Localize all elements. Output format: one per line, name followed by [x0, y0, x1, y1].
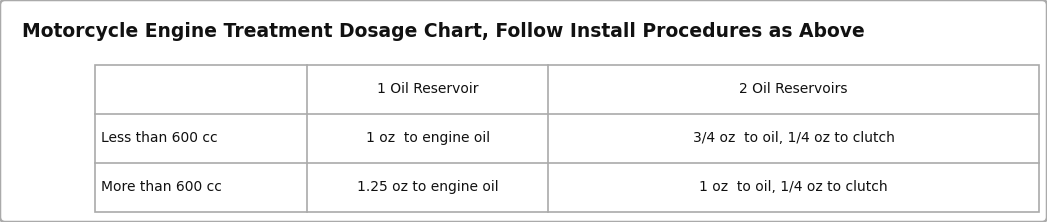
- Text: Less than 600 cc: Less than 600 cc: [101, 131, 218, 145]
- Text: 1 Oil Reservoir: 1 Oil Reservoir: [377, 83, 478, 97]
- Text: 1 oz  to oil, 1/4 oz to clutch: 1 oz to oil, 1/4 oz to clutch: [699, 180, 888, 194]
- Text: 1.25 oz to engine oil: 1.25 oz to engine oil: [357, 180, 498, 194]
- Text: 3/4 oz  to oil, 1/4 oz to clutch: 3/4 oz to oil, 1/4 oz to clutch: [693, 131, 894, 145]
- Text: 1 oz  to engine oil: 1 oz to engine oil: [365, 131, 490, 145]
- Bar: [95, 65, 1039, 212]
- Text: Motorcycle Engine Treatment Dosage Chart, Follow Install Procedures as Above: Motorcycle Engine Treatment Dosage Chart…: [22, 22, 865, 41]
- Text: 2 Oil Reservoirs: 2 Oil Reservoirs: [739, 83, 848, 97]
- Text: More than 600 cc: More than 600 cc: [101, 180, 222, 194]
